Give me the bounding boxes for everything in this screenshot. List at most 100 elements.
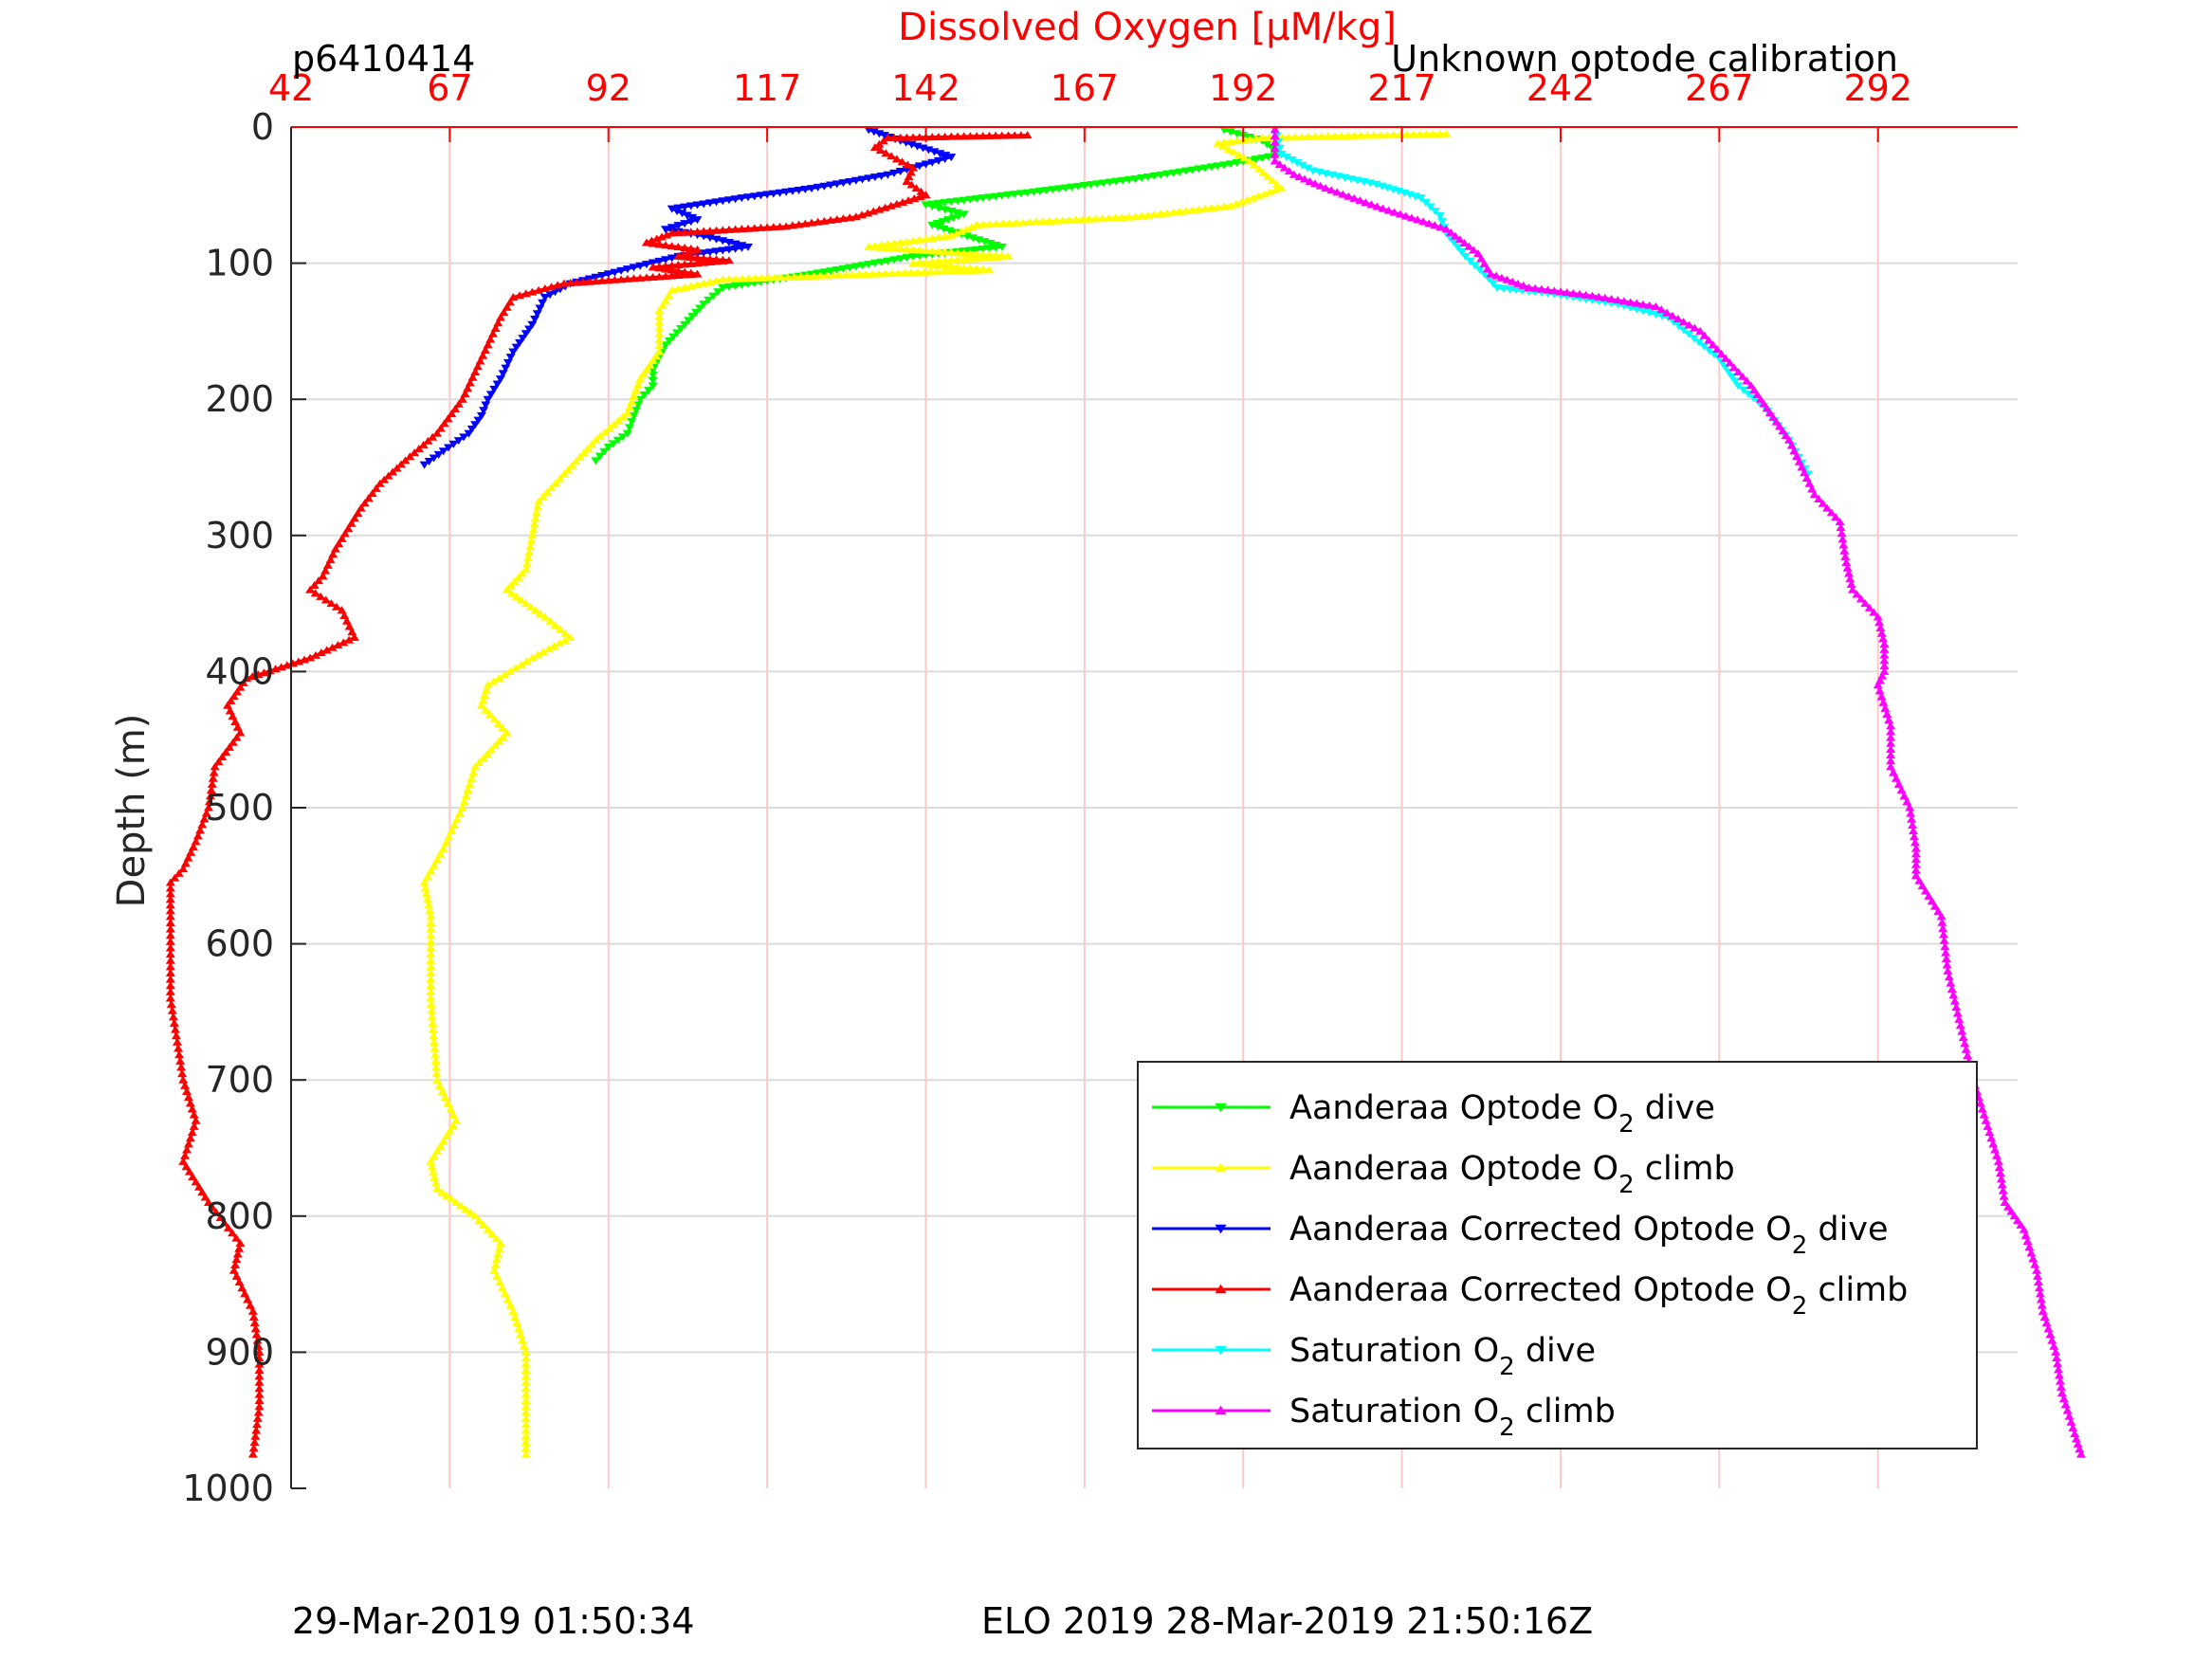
series-point — [1270, 144, 1280, 153]
series-point — [1270, 137, 1280, 146]
series-point — [1355, 196, 1365, 205]
series-point — [1299, 174, 1309, 183]
series-point — [692, 227, 703, 235]
series-point — [2013, 1216, 2022, 1225]
series-point — [1309, 132, 1320, 140]
series-point — [2035, 1289, 2045, 1298]
series-point — [654, 240, 665, 248]
series-point — [1289, 170, 1299, 178]
series-point — [205, 792, 215, 800]
series-point — [1960, 1039, 1970, 1048]
series-point — [165, 895, 175, 903]
series-point — [489, 385, 500, 393]
series-point — [530, 514, 540, 522]
series-point — [673, 271, 684, 280]
series-point — [231, 1255, 242, 1264]
series-point — [542, 487, 553, 496]
series-point — [466, 425, 477, 433]
series-point — [787, 221, 797, 229]
series-point — [699, 254, 709, 263]
series-point — [427, 1006, 437, 1014]
series-point — [1090, 214, 1101, 223]
series-point — [723, 225, 734, 233]
series-point — [333, 641, 343, 649]
series-point — [629, 392, 639, 400]
series-point — [1486, 269, 1496, 278]
series-point — [473, 416, 484, 425]
series-point — [208, 1203, 218, 1212]
series-point — [1600, 293, 1610, 301]
series-point — [1248, 193, 1258, 202]
series-point — [459, 797, 469, 806]
series-point — [191, 1116, 201, 1124]
series-point — [886, 201, 896, 210]
series-point — [906, 180, 917, 189]
series-point — [521, 1384, 531, 1393]
series-point — [339, 529, 350, 538]
series-point — [841, 270, 851, 279]
series-point — [1265, 188, 1275, 196]
series-point — [2041, 1319, 2052, 1327]
series-point — [1382, 131, 1393, 139]
series-point — [518, 335, 528, 343]
series-point — [490, 740, 501, 749]
series-point — [597, 276, 608, 284]
series-point — [203, 1197, 213, 1206]
series-point — [515, 338, 525, 347]
series-point — [952, 132, 962, 140]
series-point — [1294, 173, 1305, 181]
series-point — [978, 132, 988, 140]
series-point — [388, 467, 398, 476]
series-point — [1401, 130, 1412, 138]
series-point — [695, 304, 705, 313]
series-point — [253, 670, 264, 679]
series-point — [956, 227, 966, 235]
series-lines — [165, 125, 2086, 1458]
series-point — [997, 219, 1008, 228]
series-point — [1908, 820, 1918, 829]
series-point — [1938, 930, 1948, 939]
series-point — [2036, 1295, 2046, 1304]
series-point — [2071, 1434, 2081, 1443]
series-point — [775, 222, 785, 230]
series-point — [895, 133, 905, 141]
series-point — [485, 335, 496, 343]
series-point — [249, 1319, 260, 1327]
series-point — [660, 296, 670, 304]
series-point — [176, 1063, 187, 1071]
series-point — [1284, 167, 1294, 175]
series-point — [1907, 814, 1917, 823]
series-point — [965, 132, 976, 140]
series-point — [648, 272, 658, 281]
series-6 — [1270, 125, 2086, 1458]
series-point — [183, 1139, 193, 1148]
series-point — [1837, 535, 1848, 543]
series-point — [219, 1218, 229, 1227]
series-point — [667, 271, 677, 280]
series-point — [927, 260, 938, 268]
series-point — [2045, 1330, 2056, 1339]
series-point — [591, 277, 601, 285]
y-tick-label: 300 — [205, 515, 274, 556]
series-point — [1413, 215, 1423, 224]
series-point — [1524, 283, 1534, 291]
series-point — [673, 261, 684, 269]
series-point — [1594, 292, 1604, 301]
series-point — [699, 258, 709, 266]
series-point — [1957, 1027, 1967, 1035]
series-point — [367, 489, 377, 498]
series-point — [1949, 996, 1960, 1005]
series-point — [310, 650, 320, 659]
series-point — [2006, 1207, 2017, 1215]
series-point — [559, 636, 570, 645]
series-point — [224, 742, 234, 751]
series-point — [1435, 223, 1446, 231]
series-point — [1951, 1003, 1962, 1012]
series-point — [426, 866, 436, 875]
series-point — [504, 298, 515, 306]
series-point — [483, 340, 493, 349]
series-point — [450, 404, 461, 412]
series-point — [874, 205, 885, 213]
series-point — [2055, 1376, 2065, 1385]
series-point — [527, 653, 538, 662]
